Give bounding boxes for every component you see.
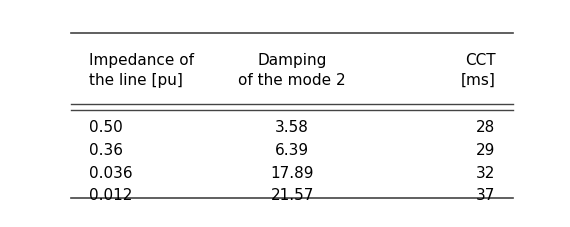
Text: 28: 28 bbox=[476, 119, 495, 134]
Text: CCT
[ms]: CCT [ms] bbox=[461, 53, 495, 87]
Text: 32: 32 bbox=[476, 165, 495, 180]
Text: 21.57: 21.57 bbox=[270, 188, 314, 202]
Text: 17.89: 17.89 bbox=[270, 165, 314, 180]
Text: 6.39: 6.39 bbox=[275, 142, 309, 157]
Text: 37: 37 bbox=[476, 188, 495, 202]
Text: Damping
of the mode 2: Damping of the mode 2 bbox=[238, 53, 346, 87]
Text: 0.36: 0.36 bbox=[89, 142, 123, 157]
Text: 3.58: 3.58 bbox=[275, 119, 309, 134]
Text: 0.012: 0.012 bbox=[89, 188, 132, 202]
Text: 29: 29 bbox=[476, 142, 495, 157]
Text: Impedance of
the line [pu]: Impedance of the line [pu] bbox=[89, 53, 194, 87]
Text: 0.50: 0.50 bbox=[89, 119, 123, 134]
Text: 0.036: 0.036 bbox=[89, 165, 133, 180]
